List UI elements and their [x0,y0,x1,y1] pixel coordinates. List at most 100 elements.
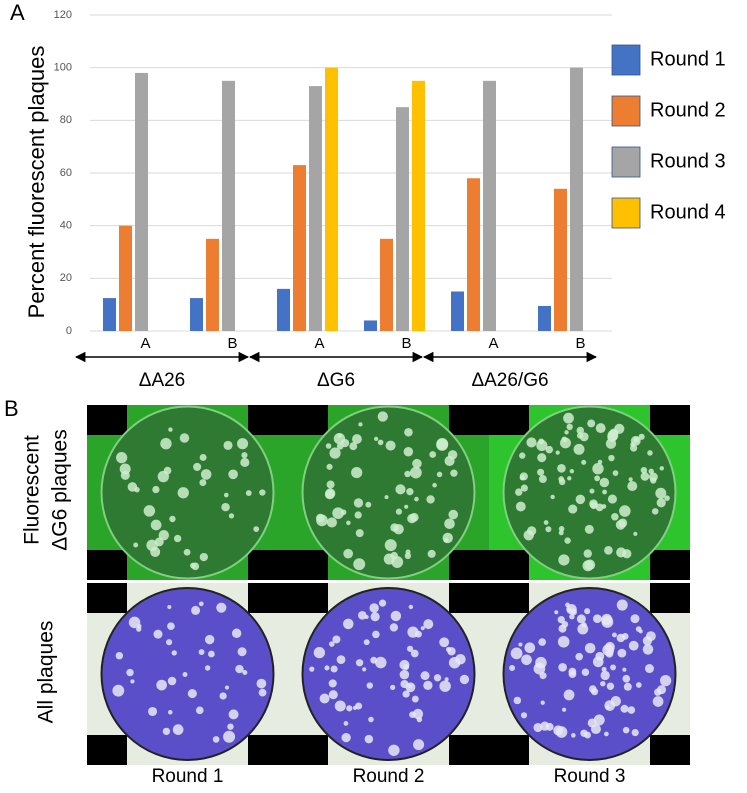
plaque [521,654,532,666]
plaque [153,629,163,639]
plaque [204,665,211,671]
plaque [326,480,335,489]
plaque [558,476,565,482]
plaque [555,726,568,738]
plaque [616,633,626,643]
plaque [407,626,419,638]
plaque [595,423,606,434]
plaque [568,504,578,514]
y-tick-label: 120 [54,9,72,21]
plaque [172,724,184,735]
plaque [193,462,202,471]
plaque [652,696,664,707]
plaque [407,683,413,689]
plaque [557,635,570,648]
bar [451,291,464,331]
plaque [543,520,549,525]
corner-block [489,405,529,435]
plaque [536,439,548,452]
plaque [605,438,617,449]
plaque [365,501,372,508]
plaque [638,629,643,634]
plaque [346,520,351,526]
plaque [622,674,631,683]
legend-swatch [611,197,641,229]
plaque [370,656,378,664]
plaque [402,690,410,698]
plaque [410,649,419,658]
corner-block [650,735,690,765]
plaque [610,664,616,671]
plaque [403,446,414,457]
plaque [600,670,610,681]
plaque [630,614,640,624]
plaque [223,492,229,498]
plaque [143,505,156,517]
plaque [604,731,609,737]
plaque [545,526,552,533]
plaque [412,458,422,469]
plate [301,405,476,580]
bar [412,80,425,331]
plaque [533,722,543,733]
plaque [328,690,338,700]
plate-image [87,583,288,765]
plaque [406,645,414,652]
corner-block [87,583,127,613]
bar [293,165,306,331]
plaque [633,437,639,443]
plaque [167,605,172,610]
plaque [607,494,617,504]
plaque [436,471,443,478]
corner-block [288,405,328,435]
plaque [374,436,379,441]
plaque [631,728,639,737]
bar [467,178,480,331]
plaque [343,721,349,726]
plaque [569,614,575,620]
plaque [329,447,341,459]
plaque [571,733,576,738]
plaque [444,455,455,466]
plaque [642,644,654,655]
plaque [179,433,190,443]
bar [206,238,219,331]
plaque [375,656,387,669]
plaque [358,422,363,427]
plaque [584,642,596,654]
plaque [563,689,575,701]
plaque [564,430,569,435]
legend-swatch [611,95,641,127]
plaque [628,477,633,482]
x-tick-label: A [314,335,324,352]
plaque [569,469,575,474]
plaque [567,476,572,481]
plaque [538,475,547,484]
plaque [259,489,266,496]
plaque [660,675,672,687]
plaque [411,695,419,703]
plaque [554,610,559,615]
plaque [363,639,370,646]
plaque [630,442,636,448]
plaque [627,706,636,714]
column-label: Round 1 [152,766,224,787]
plaque [561,707,567,712]
plaque [609,428,619,438]
plaque [409,512,419,522]
group-label: ΔA26/G6 [471,370,548,391]
panel-label: A [10,0,25,25]
plaque [190,562,196,569]
plaque [561,621,569,628]
plaque [130,679,135,684]
plaque [509,665,516,672]
plaque [128,616,141,629]
plaque [395,484,406,495]
group-label: ΔA26 [139,370,186,391]
plaque [354,511,362,519]
plaque [664,495,670,501]
plaque [622,667,627,672]
plaque [563,412,574,424]
plaque [242,669,248,676]
